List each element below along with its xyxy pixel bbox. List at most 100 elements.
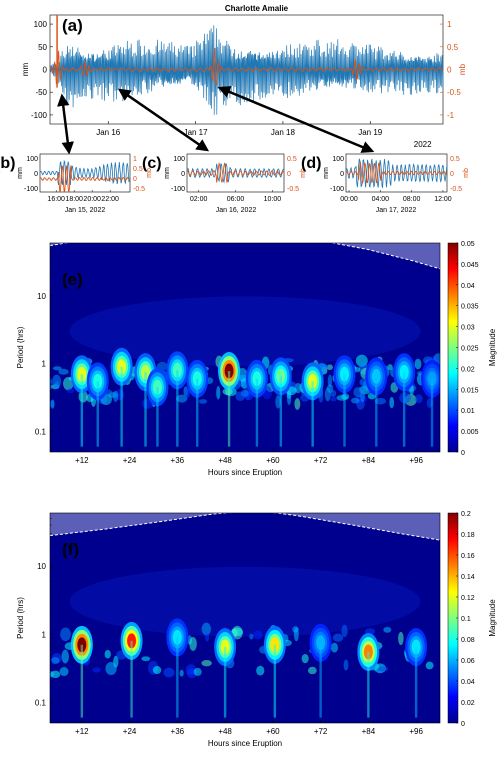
ytick-label: 10	[37, 292, 46, 301]
hotspot-layer	[93, 373, 103, 389]
spectral-blob	[249, 633, 254, 640]
ytick-left-label: 0	[181, 171, 185, 178]
ytick-left-label: 0	[340, 171, 344, 178]
cone-of-influence	[50, 243, 440, 269]
chart-title: Charlotte Amalie	[225, 4, 289, 13]
spectral-blob	[327, 374, 333, 388]
spectral-blob	[189, 636, 197, 651]
colorbar-tick-label: 0.1	[461, 616, 471, 623]
date-label: Jan 15, 2022	[65, 207, 106, 214]
ytick-right-label: -1	[447, 111, 455, 120]
ytick-left-label: 100	[26, 156, 38, 163]
xtick-label: 10:00	[264, 196, 282, 203]
colorbar-tick-label: 0.03	[461, 325, 475, 332]
spectral-blob	[353, 386, 364, 398]
colorbar-tick-label: 0.025	[461, 346, 479, 353]
y-axis-label-right: mb	[146, 168, 153, 178]
xtick-label: +60	[266, 456, 280, 465]
xtick-label: 00:00	[340, 196, 358, 203]
colorbar-label: Magnitude	[488, 599, 497, 637]
colorbar-tick-label: 0.18	[461, 532, 475, 539]
colorbar-tick-label: 0.04	[461, 283, 475, 290]
spectral-blob	[336, 394, 348, 401]
xtick-label: Jan 19	[358, 128, 383, 137]
xtick-label: Jan 18	[271, 128, 296, 137]
ytick-right-label: -0.5	[447, 88, 461, 97]
ytick-label: 0.1	[35, 428, 47, 437]
ytick-left-label: 0	[43, 66, 48, 75]
hotspot-streak	[227, 371, 231, 447]
hotspot-streak	[414, 647, 418, 718]
spectral-blob	[374, 398, 387, 405]
hotspot-streak	[120, 366, 123, 447]
colorbar-tick-label: 0.06	[461, 658, 475, 665]
hotspot-streak	[367, 651, 370, 718]
panel-c-frame	[186, 153, 285, 193]
xtick-label: +36	[171, 727, 185, 736]
hotspot-streak	[96, 381, 99, 447]
zoom-arrow-c	[117, 88, 210, 152]
spectral-blob	[332, 633, 344, 642]
ytick-left-label: 100	[34, 20, 48, 29]
colorbar-tick-label: 0.015	[461, 387, 479, 394]
hotspot-layer	[399, 364, 409, 380]
ytick-right-label: 0.5	[133, 166, 143, 173]
colorbar-tick-label: 0.045	[461, 262, 479, 269]
scalogram-background	[50, 513, 440, 723]
y-axis-label-right: mb	[458, 63, 467, 75]
xtick-label: 04:00	[372, 196, 390, 203]
x-axis-label: Hours since Eruption	[208, 739, 282, 748]
hotspot-streak	[319, 642, 322, 718]
spectral-blob	[364, 628, 376, 635]
panel-label-d: (d)	[301, 155, 321, 172]
background-energy	[69, 566, 421, 637]
y-axis-label-left: mm	[21, 63, 30, 77]
spectral-blob	[92, 667, 101, 673]
hotspot-streak	[273, 644, 277, 718]
spectral-blob	[50, 399, 55, 409]
hotspot-streak	[375, 376, 378, 447]
colorbar-tick-label: 0.005	[461, 429, 479, 436]
panel-label-a: (a)	[62, 16, 83, 35]
colorbar-tick-label: 0.2	[461, 511, 471, 518]
ytick-left-label: 100	[332, 156, 344, 163]
ytick-left-label: 0	[34, 171, 38, 178]
xtick-label: +84	[362, 456, 376, 465]
ytick-right-label: 0	[287, 171, 291, 178]
ytick-right-label: 0	[447, 66, 452, 75]
spectral-blob	[425, 661, 434, 670]
colorbar-tick-label: 0.02	[461, 700, 475, 707]
xtick-label: 08:00	[403, 196, 421, 203]
spectral-blob	[205, 632, 210, 642]
hotspot-streak	[279, 376, 283, 447]
panel-d: 100 0 -100 0.5 0 -0.5 mm mb 00:00 04:00 08:00 12:00…	[301, 153, 470, 214]
zoom-arrow-b	[57, 93, 74, 155]
panel-label-c: (c)	[142, 155, 162, 172]
hotspot-streak	[343, 374, 346, 447]
xtick-label: +12	[75, 727, 89, 736]
ytick-right-label: 1	[447, 20, 452, 29]
xtick-label: 12:00	[434, 196, 452, 203]
ytick-right-label: 0.5	[450, 156, 460, 163]
spectral-blob	[307, 666, 317, 675]
spectral-blob	[51, 657, 60, 665]
colorbar-label: Magnitude	[488, 328, 497, 366]
y-axis-label: Period (hrs)	[16, 597, 25, 639]
ytick-left-label: -50	[35, 88, 47, 97]
spectral-blob	[326, 384, 334, 393]
colorbar-tick-label: 0	[461, 450, 465, 457]
ytick-right-label: -0.5	[133, 186, 145, 193]
xtick-label: +60	[266, 727, 280, 736]
xtick-label: +24	[123, 727, 137, 736]
spectral-blob	[330, 642, 339, 653]
spectral-blob	[60, 627, 71, 642]
spectral-blob	[201, 659, 212, 667]
pressure-series	[345, 161, 448, 185]
spectral-blob	[179, 669, 184, 677]
spectral-blob	[141, 656, 151, 662]
cone-of-influence	[50, 513, 440, 541]
spectral-blob	[52, 366, 62, 371]
ytick-right-label: 1	[133, 156, 137, 163]
pressure-series	[39, 165, 130, 193]
